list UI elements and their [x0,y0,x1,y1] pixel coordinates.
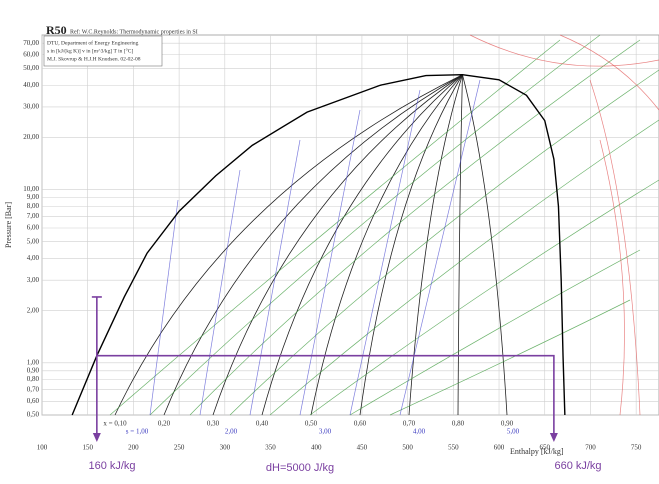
isolines [109,34,659,416]
entropy-label: 5,00 [507,428,520,436]
series-line [96,296,555,415]
quality-label: x = 0,10 [103,420,127,428]
y-tick-label: 1,00 [27,358,40,366]
y-tick-label: 20,00 [23,133,39,141]
x-tick-label: 200 [128,444,139,452]
quality-label: 0,40 [256,420,269,428]
x-tick-label: 300 [220,444,231,452]
x-tick-label: 650 [539,444,550,452]
x-tick-label: 500 [402,444,413,452]
y-tick-label: 60,00 [23,50,39,58]
y-tick-label: 3,00 [27,276,40,284]
quality-label: 0,30 [207,420,220,428]
annotation: 660 kJ/kg [554,460,601,472]
series-line [71,74,566,416]
entropy-label: 2,00 [225,428,238,436]
x-tick-label: 450 [357,444,368,452]
info-line: s in [kJ/(kg K)] v in [m^3/kg] T in [°C] [47,47,133,54]
y-tick-label: 0,50 [27,411,40,419]
y-tick-label: 40,00 [23,81,39,89]
quality-line [163,74,463,416]
x-tick-label: 750 [631,444,642,452]
y-tick-label: 9,00 [27,193,40,201]
y-axis-label: Pressure [Bar] [4,202,13,248]
annotation: dH=5000 J/kg [266,462,334,474]
entropy-label: 3,00 [319,428,332,436]
plot-area [41,34,659,416]
y-tick-label: 5,00 [27,237,40,245]
info-line: M.J. Skovrup & H.J.H Knudsen. 02-02-08 [47,56,141,62]
chart-title: R50 [46,23,67,37]
quality-label: 0,20 [158,420,171,428]
x-tick-label: 350 [265,444,276,452]
y-tick-label: 0,90 [27,366,40,374]
quality-label: 0,60 [354,420,367,428]
entropy-label: 4,00 [413,428,426,436]
quality-line [359,74,463,416]
y-tick-label: 8,00 [27,202,40,210]
y-tick-label: 6,00 [27,224,40,232]
arrow-head [549,433,558,442]
y-tick-label: 0,80 [27,375,40,383]
x-tick-label: 600 [494,444,505,452]
quality-line [457,74,463,416]
y-tick-label: 30,00 [23,103,39,111]
entropy-label: s = 1,00 [126,428,149,436]
y-tick-label: 7,00 [27,212,40,220]
y-tick-label: 10,00 [23,185,39,193]
x-tick-label: 700 [585,444,596,452]
y-tick-label: 0,70 [27,385,40,393]
arrow-head [92,433,101,442]
quality-line [261,74,463,416]
y-tick-label: 2,00 [27,306,40,314]
info-line: DTU, Department of Energy Engineering [47,39,139,46]
quality-line [462,74,508,416]
y-tick-label: 70,00 [23,39,39,47]
quality-label: 0,80 [452,420,465,428]
quality-line [212,74,463,416]
quality-label: 0,70 [403,420,416,428]
x-tick-label: 400 [311,444,322,452]
x-tick-label: 550 [448,444,459,452]
x-tick-label: 100 [37,444,48,452]
quality-line [310,74,463,416]
x-axis-label: Enthalpy [kJ/kg] [510,447,564,456]
y-tick-label: 4,00 [27,254,40,262]
x-tick-label: 250 [174,444,185,452]
annotation: 160 kJ/kg [88,460,135,472]
y-tick-label: 0,60 [27,397,40,405]
chart-subtitle: Ref: W.C.Reynolds: Thermodynamic propert… [70,28,198,35]
quality-label: 0,90 [501,420,514,428]
y-tick-label: 50,00 [23,64,39,72]
info-box [43,35,163,67]
x-tick-label: 150 [82,444,93,452]
quality-label: 0,50 [305,420,318,428]
